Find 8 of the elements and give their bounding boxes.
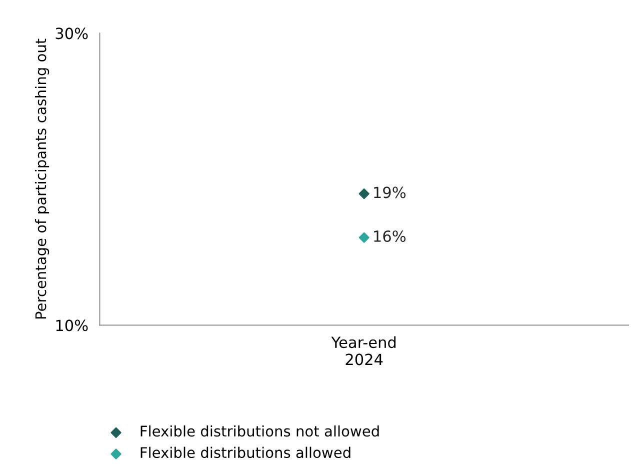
legend-label: Flexible distributions allowed	[140, 446, 350, 458]
y-axis-title: Percentage of participants cashing out	[34, 38, 50, 319]
y-tick-label: 10%	[56, 320, 88, 332]
x-tick-label: Year-end 2024	[331, 336, 396, 366]
y-tick-label: 30%	[56, 28, 88, 40]
data-label: 16%	[374, 230, 406, 242]
legend-label: Flexible distributions not allowed	[140, 425, 379, 437]
data-label: 19%	[374, 186, 406, 198]
